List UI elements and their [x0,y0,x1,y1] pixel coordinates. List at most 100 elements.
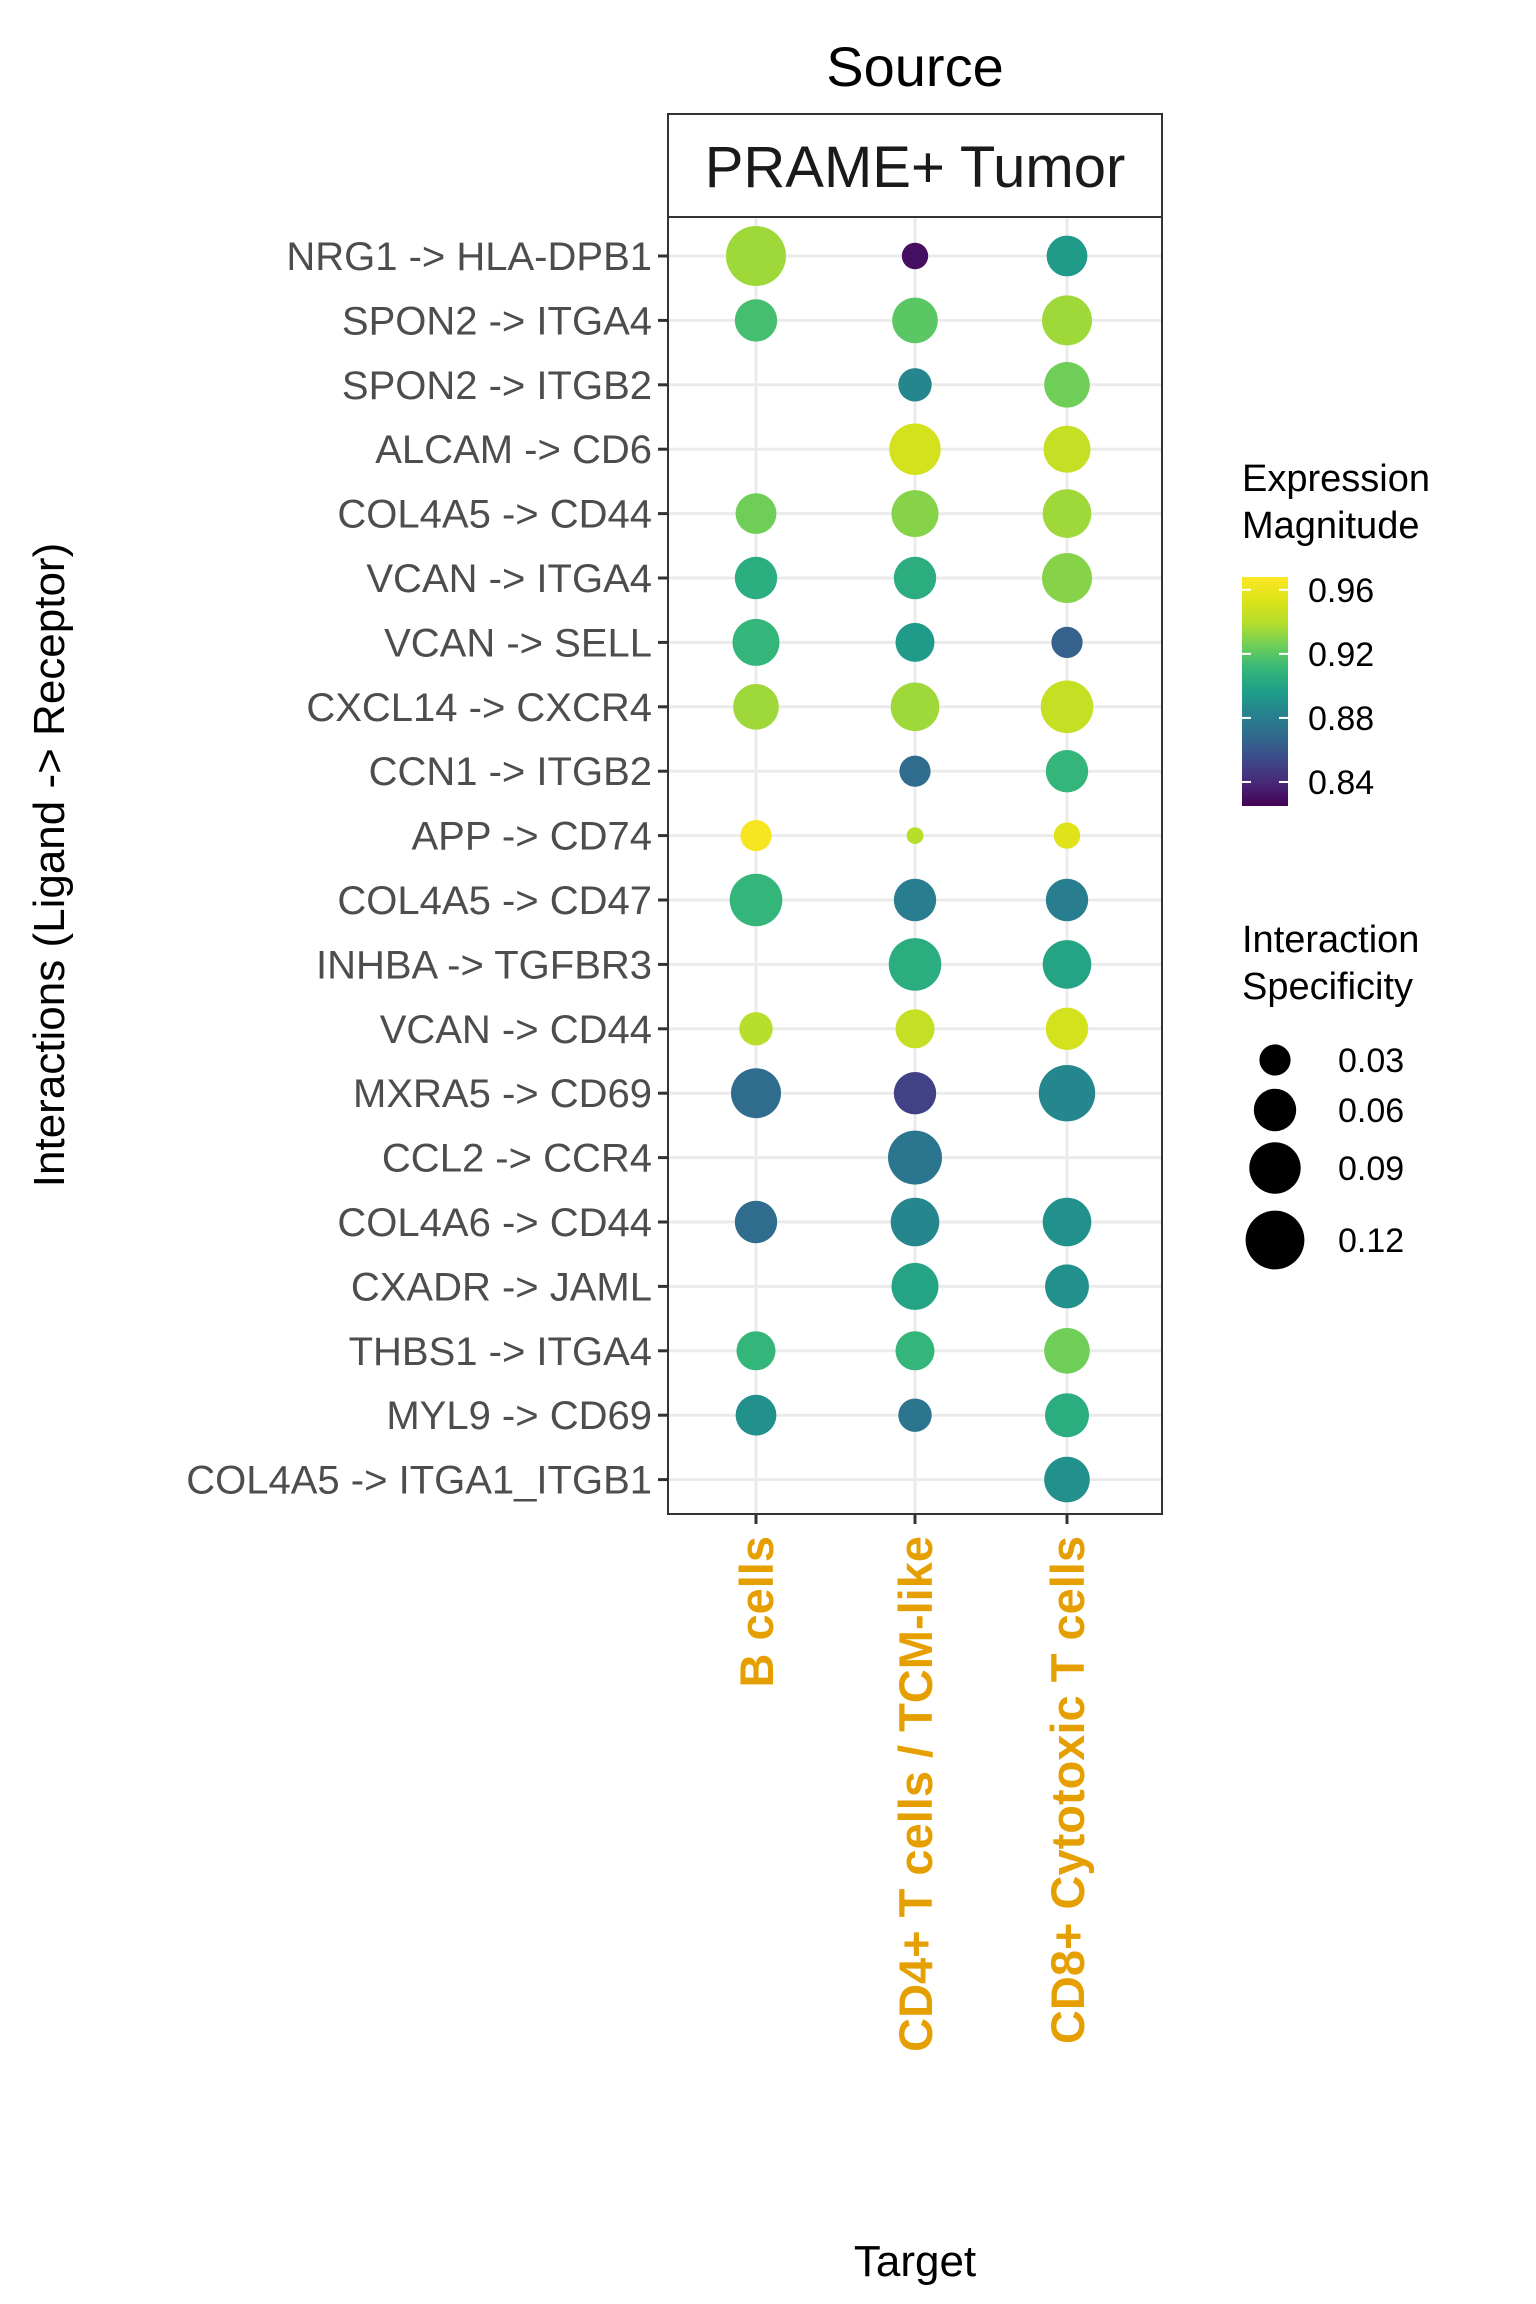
data-point-vcan-sell-cd8-cytotoxic-t-cells [1051,626,1083,659]
data-point-vcan-itga4-b-cells [734,556,778,600]
y-tick-label-spon2-itga4: SPON2 -> ITGA4 [342,299,652,343]
x-axis-ticks: B cells CD4+ T cells / TCM-like CD8+ Cytot… [730,1514,1094,2052]
data-point-vcan-cd44-cd4-t-cells-tcm-like [895,1009,935,1049]
data-point-vcan-itga4-cd4-t-cells-tcm-like [893,556,937,600]
y-tick-label-ccn1-itgb2: CCN1 -> ITGB2 [369,750,652,794]
data-point-alcam-cd6-cd8-cytotoxic-t-cells [1043,425,1091,473]
data-point-vcan-sell-b-cells [732,618,780,666]
facet-strip-label: PRAME+ Tumor [705,135,1126,200]
data-point-cxadr-jaml-cd4-t-cells-tcm-like [891,1262,939,1310]
facet-strip: PRAME+ Tumor [667,113,1163,218]
data-point-vcan-itga4-cd8-cytotoxic-t-cells [1042,553,1092,603]
size-legend-items: 0.03 0.06 0.09 0.12 [1245,1042,1404,1270]
data-point-col4a5-cd44-cd4-t-cells-tcm-like [891,490,939,538]
data-point-nrg1-hla-dpb1-cd8-cytotoxic-t-cells [1046,235,1088,277]
color-legend-label-3: 0.96 [1308,572,1374,610]
data-point-cxcl14-cxcr4-cd8-cytotoxic-t-cells [1040,680,1094,734]
data-point-ccn1-itgb2-cd8-cytotoxic-t-cells [1045,750,1089,793]
data-point-spon2-itga4-b-cells [734,299,778,342]
data-point-mxra5-cd69-b-cells [731,1068,781,1119]
color-legend-label-1: 0.88 [1308,700,1374,738]
size-legend-dot-2 [1249,1142,1301,1194]
data-point-mxra5-cd69-cd8-cytotoxic-t-cells [1038,1065,1096,1122]
y-tick-label-cxcl14-cxcr4: CXCL14 -> CXCR4 [306,686,652,730]
size-legend: Interaction Specificity 0.03 0.06 0.09 0.12 [1242,919,1430,1270]
y-tick-label-app-cd74: APP -> CD74 [412,815,653,859]
data-point-col4a5-itga1-itgb1-cd8-cytotoxic-t-cells [1044,1456,1090,1503]
size-legend-title-line-2: Specificity [1242,966,1413,1008]
color-legend: Expression Magnitude 0.84 0.88 0.92 0.96 [1242,458,1441,806]
x-axis-title: Target [854,2237,976,2286]
data-point-app-cd74-cd4-t-cells-tcm-like [906,827,924,844]
size-legend-dot-0 [1259,1044,1291,1076]
color-legend-title: Expression Magnitude [1242,458,1441,547]
y-axis-title: Interactions (Ligand -> Receptor) [25,543,74,1187]
data-point-spon2-itga4-cd4-t-cells-tcm-like [892,297,938,344]
data-point-ccl2-ccr4-cd4-t-cells-tcm-like [888,1130,942,1185]
data-point-col4a6-cd44-cd8-cytotoxic-t-cells [1042,1197,1092,1247]
data-point-cxcl14-cxcr4-b-cells [733,684,779,730]
data-point-vcan-cd44-cd8-cytotoxic-t-cells [1045,1007,1089,1050]
y-axis-ticks: NRG1 -> HLA-DPB1 SPON2 -> ITGA4 SPON2 -> I… [186,235,668,1503]
y-tick-label-cxadr-jaml: CXADR -> JAML [351,1265,652,1309]
data-point-vcan-sell-cd4-t-cells-tcm-like [895,622,935,662]
data-point-thbs1-itga4-cd8-cytotoxic-t-cells [1044,1328,1090,1374]
y-tick-label-myl9-cd69: MYL9 -> CD69 [386,1394,652,1438]
size-legend-label-2: 0.09 [1338,1150,1404,1188]
data-point-thbs1-itga4-b-cells [736,1331,776,1371]
facet-strip-box [667,113,1163,218]
y-tick-label-inhba-tgfbr3: INHBA -> TGFBR3 [316,943,652,987]
y-tick-label-alcam-cd6: ALCAM -> CD6 [375,428,652,472]
data-point-spon2-itgb2-cd4-t-cells-tcm-like [898,368,932,402]
data-point-myl9-cd69-cd4-t-cells-tcm-like [898,1398,932,1432]
size-legend-title-line-1: Interaction [1242,919,1419,961]
data-point-app-cd74-b-cells [740,820,772,852]
data-point-myl9-cd69-b-cells [735,1394,777,1436]
color-legend-title-line-2: Magnitude [1242,505,1419,547]
size-legend-label-3: 0.12 [1338,1222,1404,1260]
x-tick-label-b-cells: B cells [730,1536,783,1688]
y-tick-label-nrg1-hla-dpb1: NRG1 -> HLA-DPB1 [286,235,652,279]
y-tick-label-vcan-sell: VCAN -> SELL [384,621,652,665]
data-point-nrg1-hla-dpb1-cd4-t-cells-tcm-like [901,242,929,270]
data-point-spon2-itgb2-cd8-cytotoxic-t-cells [1044,362,1090,408]
color-legend-label-2: 0.92 [1308,636,1374,674]
data-point-inhba-tgfbr3-cd4-t-cells-tcm-like [888,938,942,991]
data-point-mxra5-cd69-cd4-t-cells-tcm-like [893,1072,937,1115]
data-point-spon2-itga4-cd8-cytotoxic-t-cells [1042,295,1092,346]
data-point-col4a5-cd47-b-cells [729,873,783,927]
data-point-nrg1-hla-dpb1-b-cells [726,226,786,286]
color-legend-label-0: 0.84 [1308,764,1374,802]
y-tick-label-col4a5-cd44: COL4A5 -> CD44 [337,493,652,537]
y-tick-label-col4a5-itga1-itgb1: COL4A5 -> ITGA1_ITGB1 [186,1459,652,1503]
y-tick-label-ccl2-ccr4: CCL2 -> CCR4 [382,1137,652,1181]
y-tick-label-vcan-itga4: VCAN -> ITGA4 [366,557,652,601]
data-point-app-cd74-cd8-cytotoxic-t-cells [1053,822,1081,849]
data-point-inhba-tgfbr3-cd8-cytotoxic-t-cells [1042,940,1092,989]
y-tick-label-thbs1-itga4: THBS1 -> ITGA4 [349,1330,652,1374]
data-point-cxcl14-cxcr4-cd4-t-cells-tcm-like [890,682,940,732]
data-points [726,226,1096,1503]
data-point-alcam-cd6-cd4-t-cells-tcm-like [889,423,941,475]
data-point-vcan-cd44-b-cells [739,1012,773,1046]
y-tick-label-mxra5-cd69: MXRA5 -> CD69 [353,1072,652,1116]
x-tick-label-cd4-t-cells-tcm-like: CD4+ T cells / TCM-like [889,1536,942,2052]
data-point-col4a6-cd44-b-cells [734,1200,778,1244]
color-legend-bar [1242,577,1288,806]
x-tick-label-cd8-cytotoxic-t-cells: CD8+ Cytotoxic T cells [1041,1536,1094,2044]
color-legend-ticks: 0.84 0.88 0.92 0.96 [1242,572,1374,802]
y-tick-label-col4a6-cd44: COL4A6 -> CD44 [337,1201,652,1245]
y-tick-label-spon2-itgb2: SPON2 -> ITGB2 [342,364,652,408]
size-legend-label-1: 0.06 [1338,1092,1404,1130]
data-point-col4a5-cd44-cd8-cytotoxic-t-cells [1042,489,1092,538]
size-legend-label-0: 0.03 [1338,1042,1404,1080]
color-legend-title-line-1: Expression [1242,458,1430,500]
data-point-col4a5-cd44-b-cells [735,493,777,534]
data-point-myl9-cd69-cd8-cytotoxic-t-cells [1045,1393,1089,1438]
data-point-col4a5-cd47-cd8-cytotoxic-t-cells [1045,878,1089,922]
y-tick-label-col4a5-cd47: COL4A5 -> CD47 [337,879,652,923]
size-legend-title: Interaction Specificity [1242,919,1430,1008]
data-point-cxadr-jaml-cd8-cytotoxic-t-cells [1045,1264,1089,1309]
y-tick-label-vcan-cd44: VCAN -> CD44 [380,1008,652,1052]
